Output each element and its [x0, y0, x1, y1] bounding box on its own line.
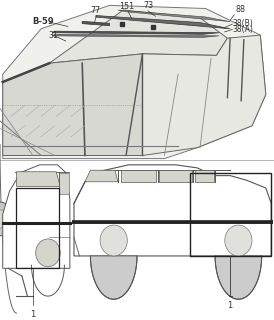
- Bar: [16, 188, 59, 268]
- Text: 38(A): 38(A): [233, 25, 254, 34]
- Polygon shape: [74, 165, 271, 256]
- Polygon shape: [195, 170, 214, 182]
- Polygon shape: [118, 10, 230, 22]
- Polygon shape: [159, 170, 192, 182]
- Polygon shape: [3, 5, 266, 159]
- Polygon shape: [52, 31, 219, 34]
- Polygon shape: [52, 34, 219, 37]
- Text: 38(B): 38(B): [233, 19, 254, 28]
- Text: 31: 31: [48, 31, 58, 40]
- Circle shape: [0, 202, 14, 236]
- Polygon shape: [85, 170, 118, 182]
- Text: 151: 151: [119, 2, 134, 11]
- Bar: [190, 172, 271, 256]
- Polygon shape: [16, 172, 60, 187]
- Text: 77: 77: [90, 6, 101, 15]
- Polygon shape: [82, 21, 110, 26]
- Text: 88: 88: [235, 5, 245, 14]
- Text: 1: 1: [227, 301, 233, 310]
- Polygon shape: [3, 165, 70, 268]
- Polygon shape: [90, 256, 137, 299]
- Polygon shape: [142, 35, 266, 156]
- Circle shape: [100, 225, 127, 256]
- Circle shape: [36, 239, 60, 267]
- Circle shape: [0, 210, 7, 228]
- Polygon shape: [59, 172, 68, 194]
- Polygon shape: [215, 256, 262, 299]
- Circle shape: [225, 225, 252, 256]
- Polygon shape: [121, 170, 156, 182]
- Polygon shape: [96, 16, 230, 29]
- Text: 1: 1: [30, 310, 36, 319]
- Text: 73: 73: [144, 1, 154, 10]
- Text: B-59: B-59: [32, 17, 54, 26]
- Polygon shape: [49, 10, 227, 63]
- Polygon shape: [3, 54, 142, 156]
